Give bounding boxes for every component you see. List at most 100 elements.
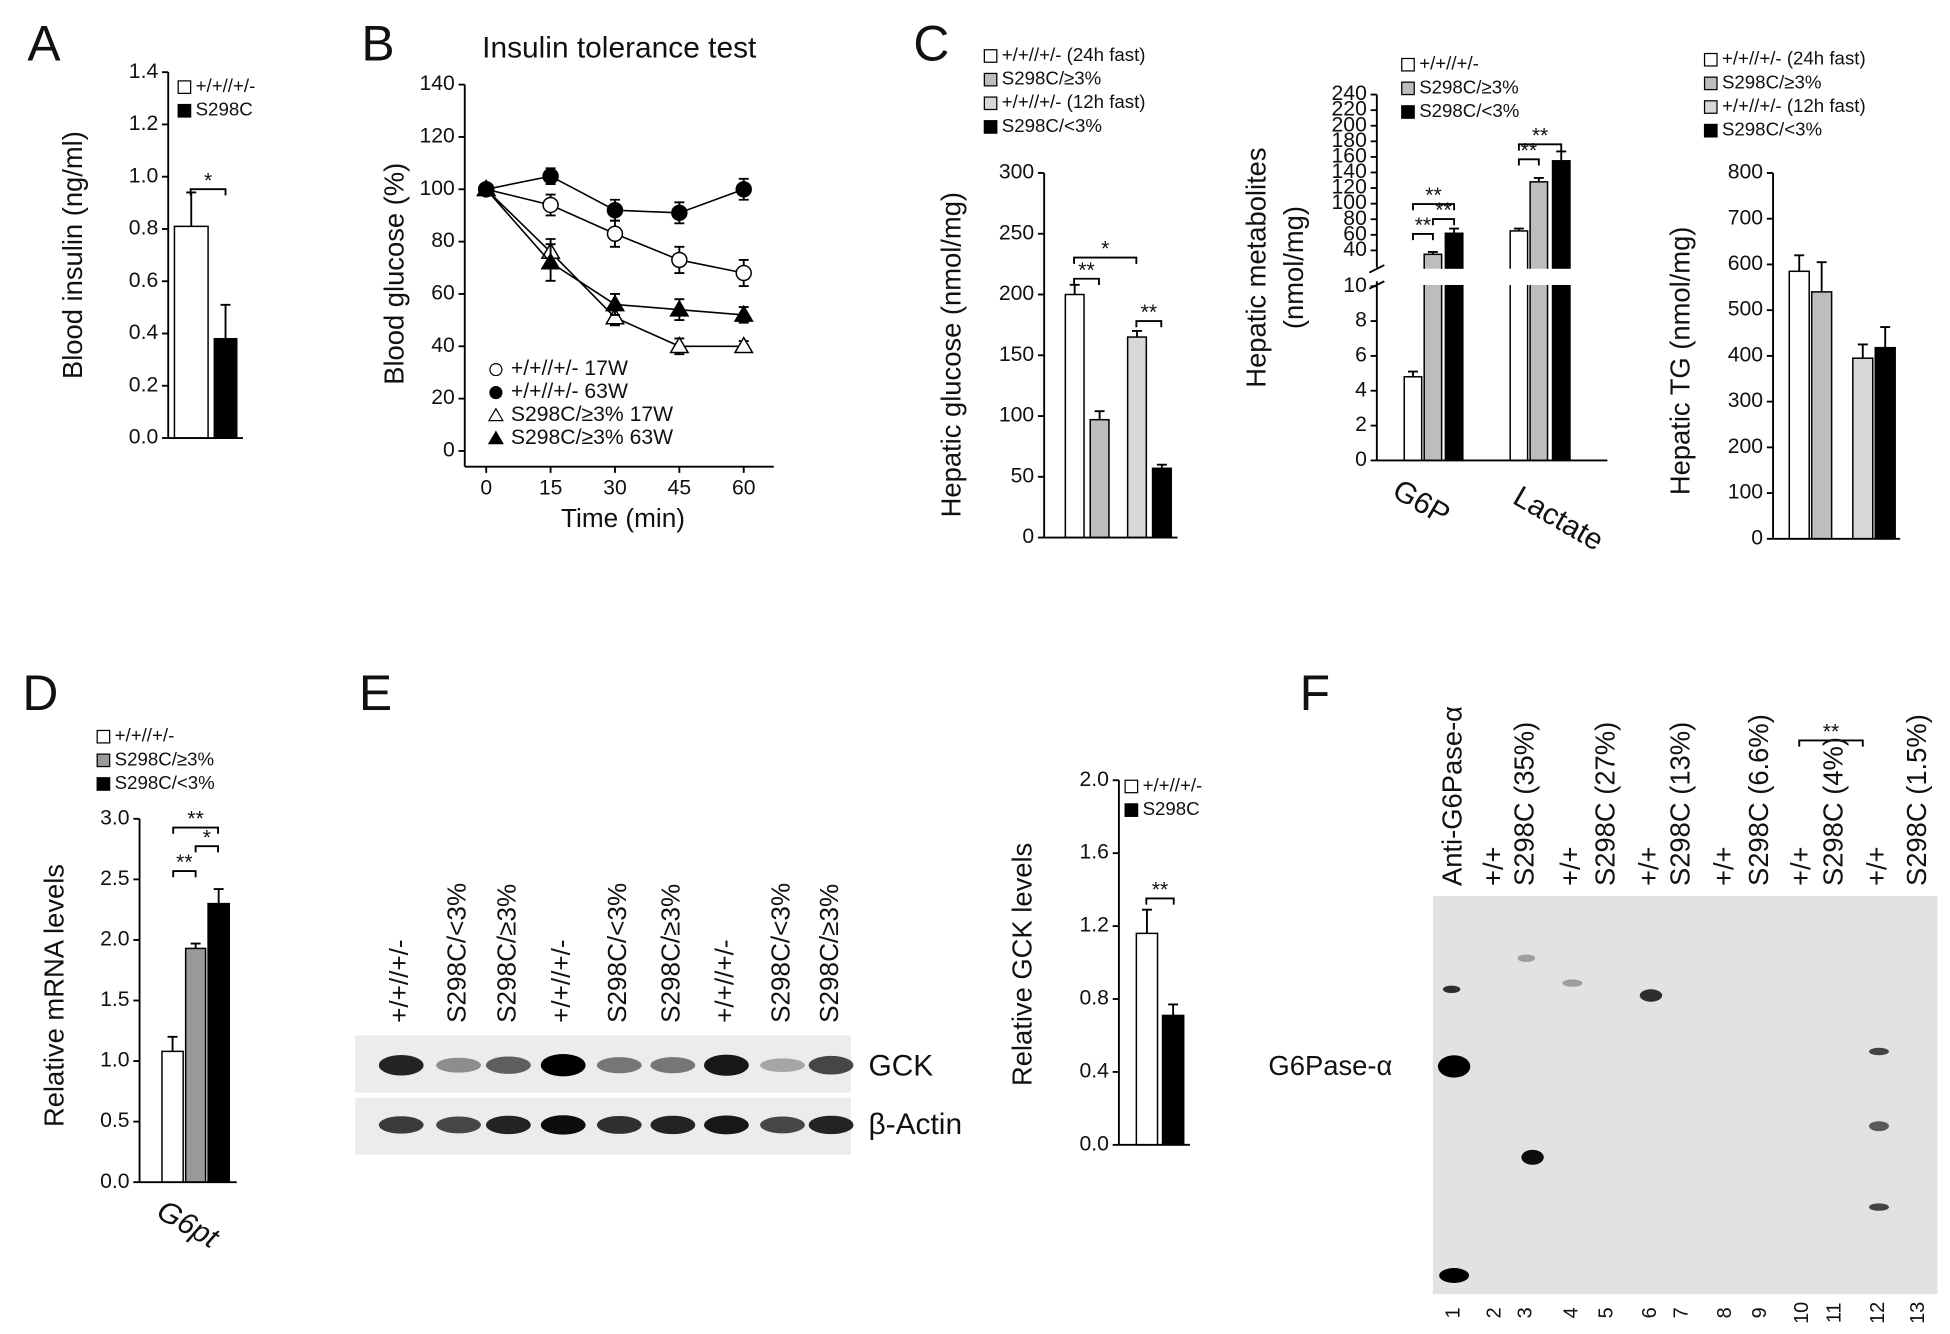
y-tick-label: 160 xyxy=(1332,145,1367,168)
bar xyxy=(184,947,207,1183)
legend-label: S298C/≥3% xyxy=(1002,68,1102,89)
lane-number: 11 xyxy=(1824,1303,1846,1324)
lane-number: 2 xyxy=(1483,1307,1505,1318)
lane-label: S298C/<3% xyxy=(441,883,471,1023)
significance-bracket xyxy=(194,845,219,853)
legend-swatch xyxy=(983,49,998,63)
significance-bracket xyxy=(1135,320,1163,328)
significance-label: ** xyxy=(1823,721,1839,744)
y-tick-label: 80 xyxy=(1343,207,1367,230)
y-tick-label: 0.5 xyxy=(100,1109,129,1132)
bar xyxy=(1423,253,1443,462)
gel-band xyxy=(1517,954,1536,962)
error-bar xyxy=(1816,261,1827,292)
error-bar xyxy=(1094,410,1105,420)
error-bar xyxy=(220,303,231,339)
legend-swatch xyxy=(177,103,192,118)
x-tick-label: 60 xyxy=(732,477,756,500)
blot-band xyxy=(650,1115,696,1135)
lane-label: S298C (13%) xyxy=(1664,722,1695,886)
significance-bracket xyxy=(172,826,219,834)
x-tick-label: 15 xyxy=(539,477,563,500)
error-bar xyxy=(1131,330,1142,338)
significance-label: ** xyxy=(1152,879,1168,902)
y-axis-label: Hepatic metabolites xyxy=(1241,147,1272,387)
data-point xyxy=(604,294,625,312)
axis-break xyxy=(1379,268,1610,285)
y-tick-label: 6 xyxy=(1355,344,1367,367)
legend-swatch xyxy=(1401,81,1415,96)
y-tick-label: 1.4 xyxy=(129,60,159,83)
data-point xyxy=(735,264,752,282)
y-tick-label: 10 xyxy=(1343,274,1367,297)
significance-bracket xyxy=(1145,897,1175,905)
y-tick-label: 60 xyxy=(431,282,455,305)
y-tick-label: 0.8 xyxy=(1080,987,1109,1010)
panel-label: D xyxy=(22,665,58,721)
data-point xyxy=(606,225,624,242)
y-tick-label: 8 xyxy=(1355,309,1367,332)
panel-label: B xyxy=(361,15,394,71)
significance-label: ** xyxy=(1415,214,1431,237)
lane-number: 10 xyxy=(1791,1302,1813,1324)
gel-band xyxy=(1869,1047,1889,1056)
y-tick-label: 4 xyxy=(1355,378,1367,401)
y-axis-label: Relative mRNA levels xyxy=(38,864,69,1127)
lane-label: +/+//+/- xyxy=(384,939,414,1022)
gel-band xyxy=(1869,1121,1889,1132)
y-tick-label: 0.4 xyxy=(1080,1060,1110,1083)
y-tick-label: 120 xyxy=(419,125,454,148)
error-bar xyxy=(1449,227,1460,234)
bar xyxy=(213,337,238,439)
legend-label: +/+//+/- (24h fast) xyxy=(1002,44,1146,65)
significance-label: * xyxy=(203,826,211,849)
legend-swatch xyxy=(96,753,111,768)
significance-bracket xyxy=(1073,277,1100,285)
lane-label: +/+ xyxy=(1477,846,1508,886)
legend-label: +/+//+/- (12h fast) xyxy=(1002,91,1146,112)
lane-number: 7 xyxy=(1670,1307,1692,1318)
y-tick-label: 2 xyxy=(1355,413,1367,436)
y-tick-label: 50 xyxy=(1011,464,1035,487)
y-tick-label: 0 xyxy=(1022,525,1034,548)
lane-label: Anti-G6Pase-α xyxy=(1436,706,1467,886)
blot-band xyxy=(703,1115,749,1135)
legend-swatch xyxy=(96,777,111,791)
bar xyxy=(1089,418,1110,539)
significance-bracket xyxy=(189,188,227,196)
y-tick-label: 0.0 xyxy=(100,1170,129,1193)
y-tick-label: 200 xyxy=(999,282,1034,305)
y-tick-label: 0.4 xyxy=(129,321,159,344)
y-tick-label: 0.6 xyxy=(129,269,158,292)
blot-band xyxy=(436,1057,481,1073)
chart-title: Insulin tolerance test xyxy=(482,32,757,65)
y-tick-label: 200 xyxy=(1728,435,1763,458)
legend-label: +/+//+/- (24h fast) xyxy=(1722,48,1866,69)
y-tick-label: 0.8 xyxy=(129,217,158,240)
significance-bracket xyxy=(1412,233,1434,241)
gel-band xyxy=(1439,1268,1470,1283)
blot-band xyxy=(596,1115,642,1134)
bar xyxy=(1874,346,1896,540)
legend-swatch xyxy=(177,80,192,94)
data-point xyxy=(671,251,688,269)
lane-label: S298C (35%) xyxy=(1509,722,1540,886)
lane-label: +/+ xyxy=(1633,846,1664,886)
bar xyxy=(1529,181,1549,462)
y-tick-label: 120 xyxy=(1332,176,1367,199)
legend-label: S298C/<3% xyxy=(1419,100,1519,121)
gel-band xyxy=(1562,979,1583,987)
legend-swatch xyxy=(1124,779,1139,794)
data-point xyxy=(542,196,559,214)
legend-label: S298C/≥3% xyxy=(115,748,215,769)
error-bar xyxy=(1156,463,1167,469)
error-bar xyxy=(1533,177,1544,182)
lane-number: 6 xyxy=(1639,1307,1661,1318)
y-tick-label: 1.6 xyxy=(1080,841,1109,864)
y-tick-label: 100 xyxy=(1728,481,1763,504)
x-tick-label: 45 xyxy=(668,477,692,500)
blot-band xyxy=(540,1115,586,1135)
y-tick-label: 300 xyxy=(1728,389,1763,412)
y-tick-label: 1.0 xyxy=(129,164,158,187)
y-axis-label: Hepatic glucose (nmol/mg) xyxy=(935,192,966,517)
